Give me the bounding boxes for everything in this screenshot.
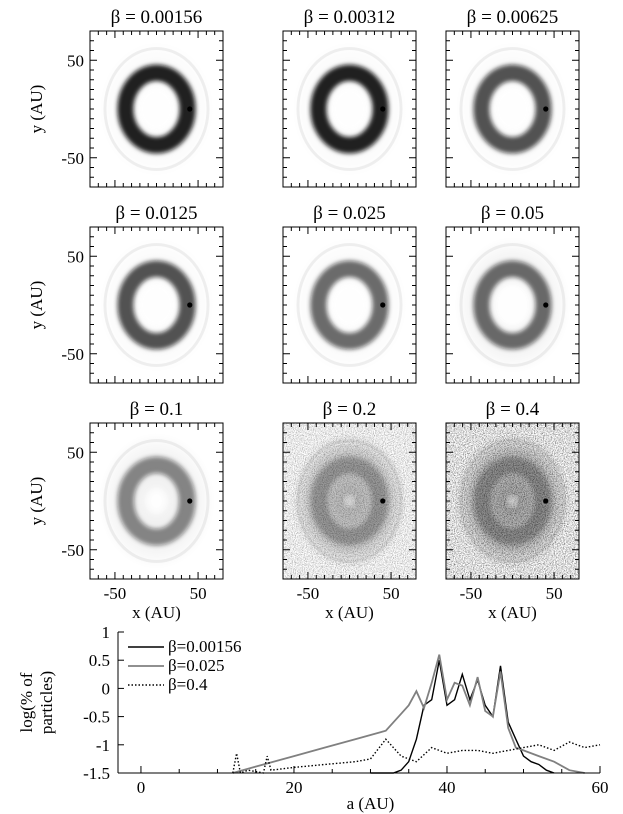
outer-faint-ring [296,439,403,563]
outer-faint-ring [296,243,403,367]
panel-title: β = 0.025 [313,203,386,224]
planet-marker [187,302,193,308]
outer-faint-ring [459,47,566,171]
x-axis-label: x (AU) [488,603,537,622]
density-map-panel: β = 0.05 [445,203,580,384]
y-tick-label: 0 [102,679,111,698]
legend-entry: β=0.4 [168,675,208,694]
panel-title: β = 0.4 [486,399,540,420]
y-axis-label: y (AU) [27,477,46,526]
y-axis-label: particles) [37,671,56,734]
semimajor-axis-distribution-chart: 1 0.5 0 -0.5 -1 -1.5 0 20 40 60 a (AU) log(% of part… [17,623,609,813]
planet-marker [380,498,386,504]
y-tick-label: -1 [96,736,110,755]
planet-marker [380,106,386,112]
x-tick-label: -50 [460,584,483,603]
density-map-panel: β = 0.2 -50 50 x (AU) [282,399,417,622]
y-axis-label: log(% of [17,672,36,732]
x-tick-label: 50 [383,584,400,603]
outer-faint-ring [103,439,210,563]
series-line [370,660,555,774]
planet-marker [543,302,549,308]
x-tick-label: 50 [546,584,563,603]
x-axis-label: x (AU) [132,603,181,622]
panel-title: β = 0.0125 [115,203,197,224]
outer-faint-ring [459,439,566,563]
density-map-panel: β = 0.1 -50 50 y (AU) -50 50 x (AU) [27,399,224,622]
density-map-panel: β = 0.025 [282,203,417,384]
y-axis-label: y (AU) [27,85,46,134]
x-tick-label: 40 [438,778,455,797]
outer-faint-ring [459,243,566,367]
planet-marker [543,106,549,112]
y-tick-label: 50 [67,247,84,266]
outer-faint-ring [296,47,403,171]
y-tick-label: -1.5 [83,764,110,783]
panel-title: β = 0.00312 [304,7,396,28]
central-cavity [136,281,177,329]
central-cavity [508,496,517,506]
legend-entry: β=0.00156 [168,637,242,656]
planet-marker [187,498,193,504]
panel-title: β = 0.05 [481,203,544,224]
y-axis-label: y (AU) [27,281,46,330]
density-map-panel: β = 0.00625 [445,7,580,188]
x-axis-label: x (AU) [325,603,374,622]
central-cavity [492,281,533,329]
central-cavity [345,496,354,506]
central-cavity [329,85,370,133]
y-tick-label: -50 [61,345,84,364]
y-tick-label: -50 [61,149,84,168]
planet-marker [543,498,549,504]
x-tick-label: 60 [592,778,609,797]
x-tick-label: 50 [190,584,207,603]
y-tick-label: 50 [67,443,84,462]
density-map-panel: β = 0.00156 -50 50 y (AU) [27,7,224,188]
density-map-panel: β = 0.4 -50 50 x (AU) [445,399,580,622]
series-line [232,654,585,774]
panel-title: β = 0.00625 [467,7,559,28]
central-cavity [492,85,533,133]
x-tick-label: 20 [285,778,302,797]
central-cavity [329,281,370,329]
x-tick-label: -50 [297,584,320,603]
legend-entry: β=0.025 [168,656,225,675]
series-line [232,738,601,774]
planet-marker [380,302,386,308]
central-cavity [136,85,177,133]
y-tick-label: 50 [67,51,84,70]
panel-title: β = 0.2 [323,399,377,420]
y-tick-label: 1 [102,623,111,642]
y-tick-label: -50 [61,541,84,560]
panel-title: β = 0.00156 [111,7,203,28]
planet-marker [187,106,193,112]
y-tick-label: -0.5 [83,708,110,727]
density-map-panel: β = 0.0125 -50 50 y (AU) [27,203,224,384]
outer-faint-ring [103,47,210,171]
density-map-panel: β = 0.00312 [282,7,417,188]
x-tick-label: -50 [104,584,127,603]
panel-title: β = 0.1 [130,399,184,420]
outer-faint-ring [103,243,210,367]
central-cavity [144,487,169,515]
x-axis-label: a (AU) [347,794,395,813]
x-tick-label: 0 [137,778,146,797]
y-tick-label: 0.5 [89,651,110,670]
